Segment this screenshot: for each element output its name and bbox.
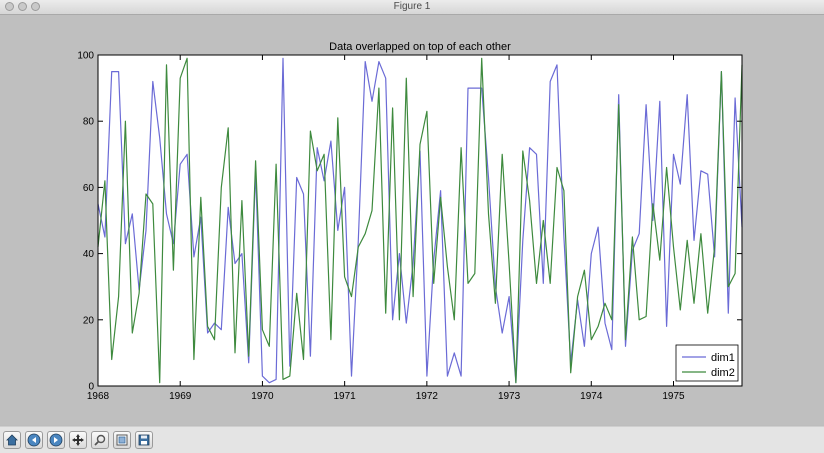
y-tick-label: 0	[88, 382, 94, 393]
close-dot-icon[interactable]	[5, 2, 14, 11]
matplotlib-toolbar	[0, 426, 824, 453]
home-icon	[6, 434, 18, 446]
x-tick-label: 1969	[169, 391, 192, 402]
back-arrow-icon	[27, 433, 41, 447]
subplots-icon	[116, 434, 128, 446]
window-title: Figure 1	[393, 1, 431, 12]
x-tick-label: 1971	[334, 391, 357, 402]
legend-label-dim2: dim2	[711, 367, 735, 379]
axes-frame	[97, 54, 743, 387]
zoom-dot-icon[interactable]	[31, 2, 40, 11]
legend-box	[675, 344, 739, 382]
series-line-dim2	[97, 57, 743, 384]
figure-canvas: Data overlapped on top of each other 0 20 4…	[0, 15, 824, 425]
x-tick-label: 1974	[580, 391, 603, 402]
zoom-button[interactable]	[91, 431, 109, 449]
chart-svg: Data overlapped on top of each other 0 20 4…	[77, 41, 743, 402]
window-titlebar: Figure 1	[0, 0, 824, 15]
save-button[interactable]	[135, 431, 153, 449]
x-tick-label: 1968	[87, 391, 110, 402]
pan-button[interactable]	[69, 431, 87, 449]
x-tick-label: 1975	[662, 391, 685, 402]
forward-arrow-icon	[49, 433, 63, 447]
x-tick-label: 1972	[416, 391, 439, 402]
y-tick-label: 60	[83, 183, 95, 194]
forward-button[interactable]	[47, 431, 65, 449]
save-icon	[138, 434, 150, 446]
y-tick-label: 80	[83, 117, 95, 128]
configure-subplots-button[interactable]	[113, 431, 131, 449]
pan-icon	[72, 434, 84, 446]
y-tick-label: 100	[77, 51, 94, 62]
minimize-dot-icon[interactable]	[18, 2, 27, 11]
home-button[interactable]	[3, 431, 21, 449]
axes-background	[98, 55, 742, 386]
x-tick-label: 1973	[498, 391, 521, 402]
legend-label-dim1: dim1	[711, 352, 735, 364]
zoom-rect-icon	[94, 434, 106, 446]
x-tick-label: 1970	[251, 391, 274, 402]
chart-title: Data overlapped on top of each other	[329, 41, 511, 53]
y-tick-label: 40	[83, 249, 95, 260]
back-button[interactable]	[25, 431, 43, 449]
y-tick-label: 20	[83, 315, 95, 326]
